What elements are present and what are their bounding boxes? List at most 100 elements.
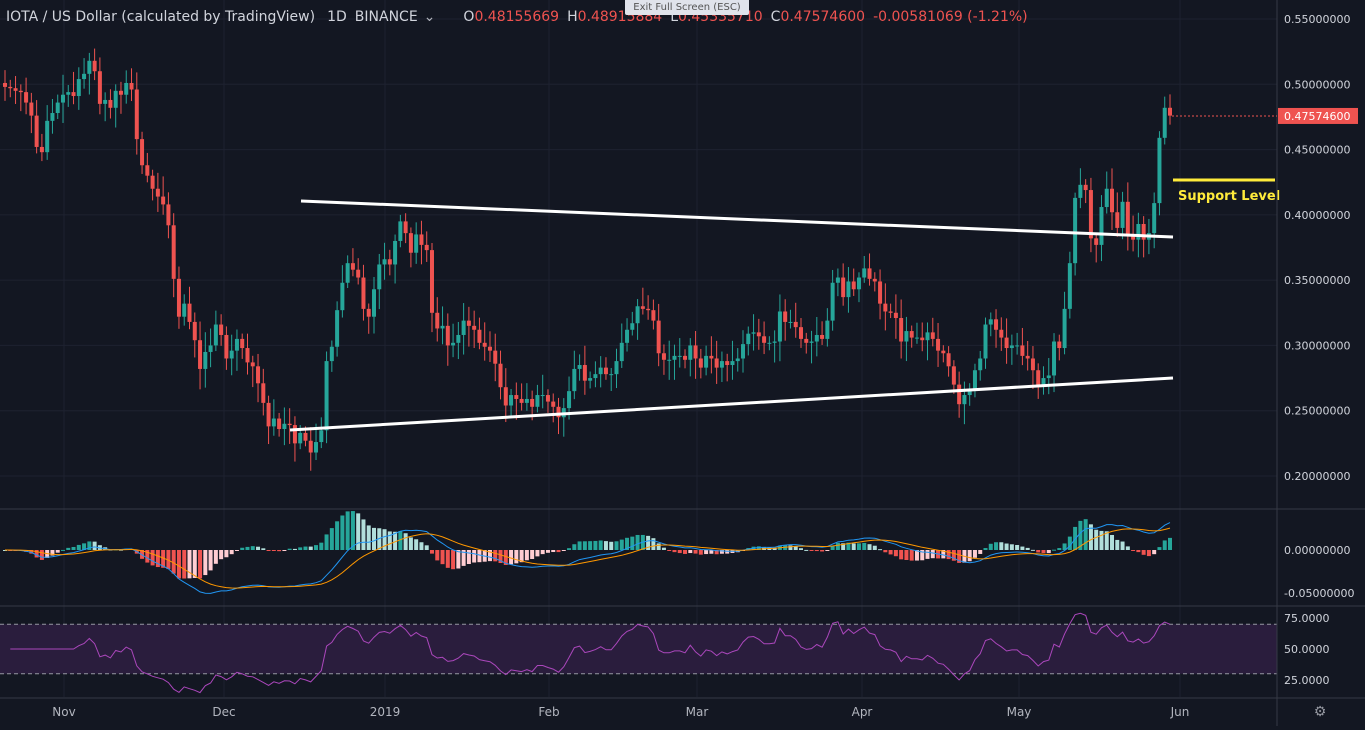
candle-body[interactable] (329, 346, 334, 362)
candle-body[interactable] (619, 342, 624, 362)
candle-body[interactable] (282, 423, 287, 429)
candle-body[interactable] (1120, 201, 1125, 228)
candle-body[interactable] (719, 361, 724, 368)
candle-body[interactable] (118, 90, 123, 95)
candle-body[interactable] (609, 374, 614, 376)
candle-body[interactable] (630, 323, 635, 330)
candle-body[interactable] (878, 281, 883, 304)
candle-body[interactable] (893, 312, 898, 319)
candle-body[interactable] (1036, 370, 1041, 386)
candle-body[interactable] (345, 263, 350, 283)
candle-body[interactable] (835, 277, 840, 283)
candle-body[interactable] (830, 282, 835, 321)
candle-body[interactable] (767, 342, 772, 344)
candle-body[interactable] (208, 345, 213, 352)
resistance-trendline[interactable] (300, 199, 1174, 239)
candle-body[interactable] (487, 346, 492, 351)
candle-body[interactable] (820, 334, 825, 339)
candle-body[interactable] (266, 402, 271, 427)
candle-body[interactable] (87, 60, 92, 74)
candle-body[interactable] (1099, 207, 1104, 245)
candle-body[interactable] (957, 384, 962, 405)
candle-body[interactable] (1152, 203, 1157, 234)
candle-body[interactable] (171, 225, 176, 279)
candle-body[interactable] (435, 312, 440, 329)
candle-body[interactable] (841, 277, 846, 298)
candle-body[interactable] (319, 430, 324, 443)
candle-body[interactable] (324, 361, 329, 431)
candle-body[interactable] (551, 401, 556, 407)
candle-body[interactable] (1078, 184, 1083, 198)
candle-body[interactable] (398, 221, 403, 241)
candle-body[interactable] (1052, 341, 1057, 376)
candle-body[interactable] (8, 86, 13, 89)
candle-body[interactable] (746, 333, 751, 345)
candle-body[interactable] (914, 337, 919, 339)
candle-body[interactable] (451, 342, 456, 346)
candle-body[interactable] (382, 259, 387, 265)
candle-body[interactable] (1073, 197, 1078, 264)
candle-body[interactable] (683, 355, 688, 360)
candle-body[interactable] (271, 418, 276, 427)
candle-body[interactable] (298, 432, 303, 444)
candle-body[interactable] (393, 240, 398, 265)
candle-body[interactable] (772, 341, 777, 343)
candle-body[interactable] (777, 311, 782, 342)
candle-body[interactable] (461, 320, 466, 335)
candle-body[interactable] (978, 358, 983, 371)
candle-body[interactable] (277, 418, 282, 429)
candle-body[interactable] (1115, 212, 1120, 228)
candle-body[interactable] (572, 368, 577, 392)
candle-body[interactable] (1020, 345, 1025, 356)
candle-body[interactable] (103, 99, 108, 104)
candle-body[interactable] (493, 350, 498, 364)
candle-body[interactable] (445, 325, 450, 346)
candle-body[interactable] (429, 250, 434, 313)
candle-body[interactable] (150, 175, 155, 189)
interval-label[interactable]: 1D (327, 9, 347, 25)
candle-body[interactable] (1015, 345, 1020, 347)
candle-body[interactable] (972, 370, 977, 390)
candle-body[interactable] (498, 363, 503, 388)
candle-body[interactable] (377, 264, 382, 290)
candle-body[interactable] (967, 389, 972, 396)
candle-body[interactable] (314, 442, 319, 453)
candle-body[interactable] (287, 423, 292, 426)
candle-body[interactable] (240, 338, 245, 349)
exchange-label[interactable]: BINANCE (354, 9, 418, 25)
candle-body[interactable] (1131, 234, 1136, 240)
candle-body[interactable] (60, 94, 65, 103)
candle-body[interactable] (140, 139, 145, 166)
candle-body[interactable] (134, 89, 139, 140)
candle-body[interactable] (166, 204, 171, 226)
candle-body[interactable] (783, 311, 788, 322)
candle-body[interactable] (234, 338, 239, 351)
candle-body[interactable] (161, 196, 166, 205)
candle-body[interactable] (224, 334, 229, 359)
candle-body[interactable] (693, 345, 698, 359)
candle-body[interactable] (1025, 355, 1030, 359)
candle-body[interactable] (672, 355, 677, 360)
candle-body[interactable] (1141, 223, 1146, 240)
candle-body[interactable] (108, 99, 113, 108)
candle-body[interactable] (97, 71, 102, 104)
candle-body[interactable] (456, 334, 461, 343)
candle-body[interactable] (113, 90, 118, 108)
candle-body[interactable] (250, 362, 255, 367)
candle-body[interactable] (71, 92, 76, 97)
candle-body[interactable] (667, 359, 672, 361)
candle-body[interactable] (725, 361, 730, 366)
candle-body[interactable] (66, 92, 71, 95)
candle-body[interactable] (735, 358, 740, 362)
candle-body[interactable] (356, 269, 361, 278)
candle-body[interactable] (482, 342, 487, 347)
candle-body[interactable] (698, 358, 703, 368)
candle-body[interactable] (936, 338, 941, 351)
candle-body[interactable] (519, 398, 524, 403)
candle-body[interactable] (556, 406, 561, 418)
candle-body[interactable] (814, 334, 819, 342)
candle-body[interactable] (1088, 190, 1093, 239)
candle-body[interactable] (82, 73, 87, 80)
candle-body[interactable] (213, 324, 218, 346)
candle-body[interactable] (825, 320, 830, 339)
